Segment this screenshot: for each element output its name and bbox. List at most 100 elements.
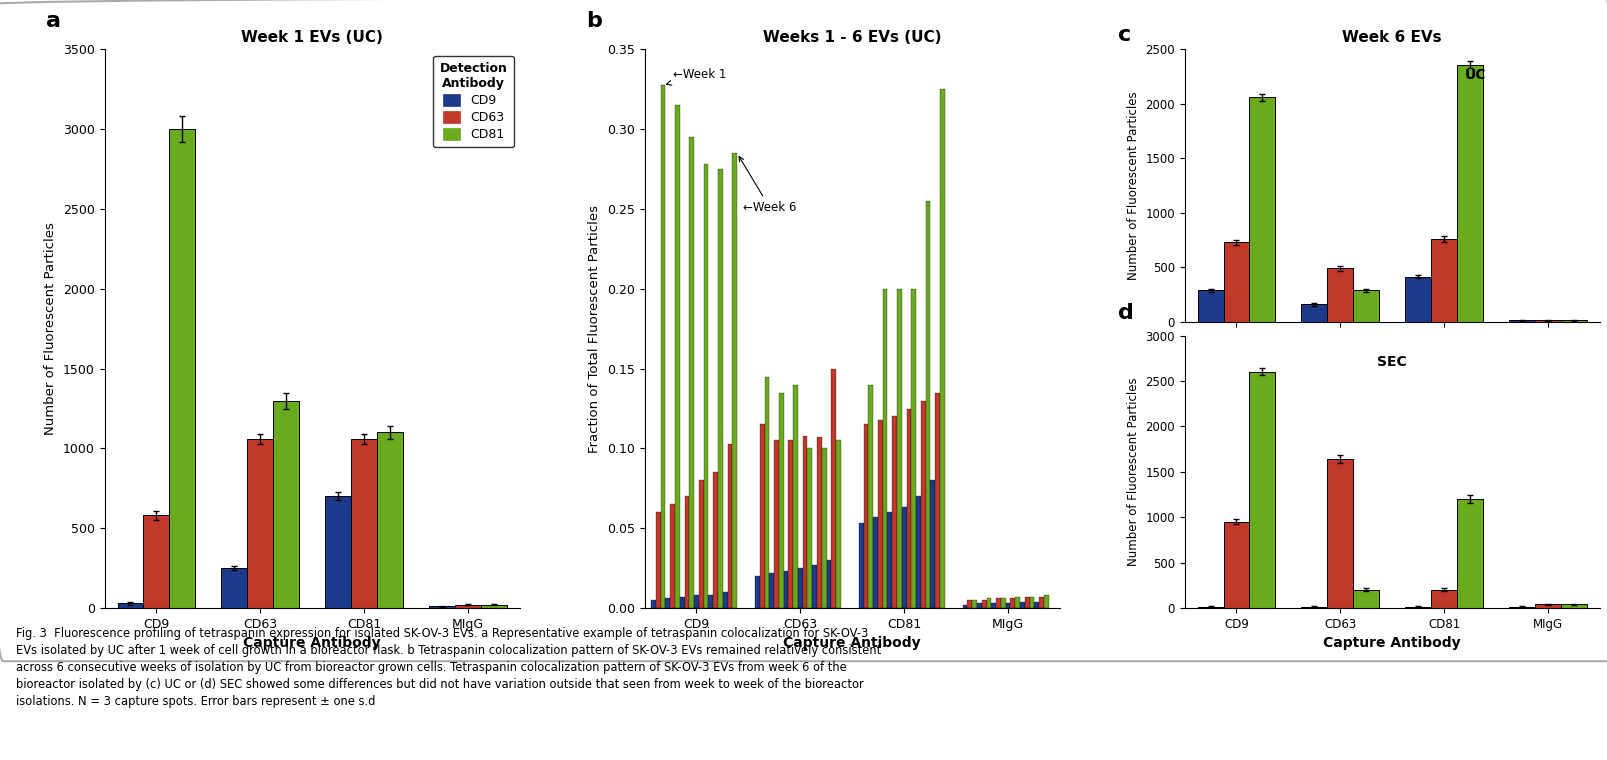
Bar	[1019, 602, 1024, 608]
Bar	[660, 84, 665, 608]
Legend: CD9, CD63, CD81: CD9, CD63, CD81	[432, 55, 513, 147]
Title: Weeks 1 - 6 EVs (UC): Weeks 1 - 6 EVs (UC)	[762, 30, 942, 46]
Bar	[987, 598, 990, 608]
Bar	[429, 606, 455, 608]
Bar	[685, 496, 689, 608]
Text: ←Week 6: ←Week 6	[739, 157, 795, 214]
Bar	[1560, 604, 1586, 608]
Bar	[1560, 320, 1586, 322]
Y-axis label: Number of Fluorescent Particles: Number of Fluorescent Particles	[1127, 378, 1139, 566]
Bar	[977, 603, 982, 608]
Text: SEC: SEC	[1377, 355, 1406, 369]
Bar	[768, 573, 773, 608]
Bar	[783, 572, 787, 608]
Bar	[1033, 602, 1038, 608]
Bar	[863, 424, 868, 608]
X-axis label: Capture Antibody: Capture Antibody	[1323, 636, 1461, 651]
Bar	[1507, 320, 1535, 322]
Bar	[921, 401, 926, 608]
Title: Week 6 EVs: Week 6 EVs	[1342, 30, 1441, 46]
Bar	[1300, 305, 1326, 322]
Bar	[1028, 597, 1033, 608]
Text: a: a	[47, 11, 61, 31]
Bar	[754, 576, 759, 608]
Text: b: b	[587, 11, 603, 31]
Y-axis label: Number of Fluorescent Particles: Number of Fluorescent Particles	[1127, 91, 1139, 280]
Text: c: c	[1117, 25, 1131, 46]
Bar	[1004, 603, 1009, 608]
Bar	[897, 289, 902, 608]
Bar	[1249, 372, 1274, 608]
Bar	[1405, 277, 1430, 322]
Bar	[836, 441, 840, 608]
Bar	[675, 105, 680, 608]
Bar	[982, 600, 987, 608]
Bar	[665, 598, 670, 608]
Bar	[1507, 606, 1535, 608]
Bar	[926, 201, 930, 608]
Bar	[1000, 598, 1004, 608]
Text: UC: UC	[1464, 68, 1485, 83]
Bar	[722, 592, 726, 608]
Bar	[967, 600, 972, 608]
Y-axis label: Fraction of Total Fluorescent Particles: Fraction of Total Fluorescent Particles	[588, 204, 601, 453]
Bar	[325, 496, 350, 608]
Bar	[169, 129, 196, 608]
Bar	[916, 496, 921, 608]
Bar	[699, 480, 704, 608]
Bar	[704, 164, 709, 608]
Bar	[1009, 598, 1014, 608]
Bar	[873, 517, 877, 608]
Bar	[1430, 239, 1456, 322]
Bar	[694, 595, 699, 608]
Bar	[222, 568, 247, 608]
Bar	[670, 505, 675, 608]
Bar	[1223, 242, 1249, 322]
Bar	[1300, 606, 1326, 608]
Bar	[273, 401, 299, 608]
Bar	[1535, 604, 1560, 608]
Text: ←Week 1: ←Week 1	[667, 68, 726, 85]
Bar	[1038, 597, 1043, 608]
Bar	[689, 138, 694, 608]
Bar	[1249, 97, 1274, 322]
Bar	[778, 392, 783, 608]
Bar	[831, 369, 836, 608]
Bar	[1430, 590, 1456, 608]
Bar	[1024, 597, 1028, 608]
Bar	[759, 424, 763, 608]
Bar	[763, 377, 768, 608]
Text: d: d	[1117, 303, 1133, 323]
Bar	[1197, 290, 1223, 322]
Bar	[816, 437, 821, 608]
Bar	[717, 169, 722, 608]
Bar	[1353, 590, 1379, 608]
Bar	[709, 595, 714, 608]
Bar	[902, 508, 906, 608]
Bar	[1535, 320, 1560, 322]
Bar	[821, 448, 826, 608]
Bar	[143, 515, 169, 608]
Bar	[773, 441, 778, 608]
Bar	[792, 385, 797, 608]
Bar	[826, 560, 831, 608]
Bar	[731, 154, 736, 608]
Bar	[882, 289, 887, 608]
X-axis label: Capture Antibody: Capture Antibody	[783, 636, 921, 651]
Bar	[812, 565, 816, 608]
Bar	[1456, 499, 1482, 608]
Bar	[651, 600, 656, 608]
Y-axis label: Number of Fluorescent Particles: Number of Fluorescent Particles	[45, 222, 58, 435]
Bar	[935, 392, 940, 608]
Bar	[1197, 606, 1223, 608]
Bar	[858, 524, 863, 608]
Bar	[656, 512, 660, 608]
Bar	[378, 432, 403, 608]
Text: Fig. 3  Fluorescence profiling of tetraspanin expression for isolated SK-OV-3 EV: Fig. 3 Fluorescence profiling of tetrasp…	[16, 627, 881, 708]
Bar	[887, 512, 892, 608]
Bar	[892, 416, 897, 608]
Bar	[455, 605, 480, 608]
Bar	[990, 603, 995, 608]
Bar	[963, 605, 967, 608]
Bar	[247, 439, 273, 608]
